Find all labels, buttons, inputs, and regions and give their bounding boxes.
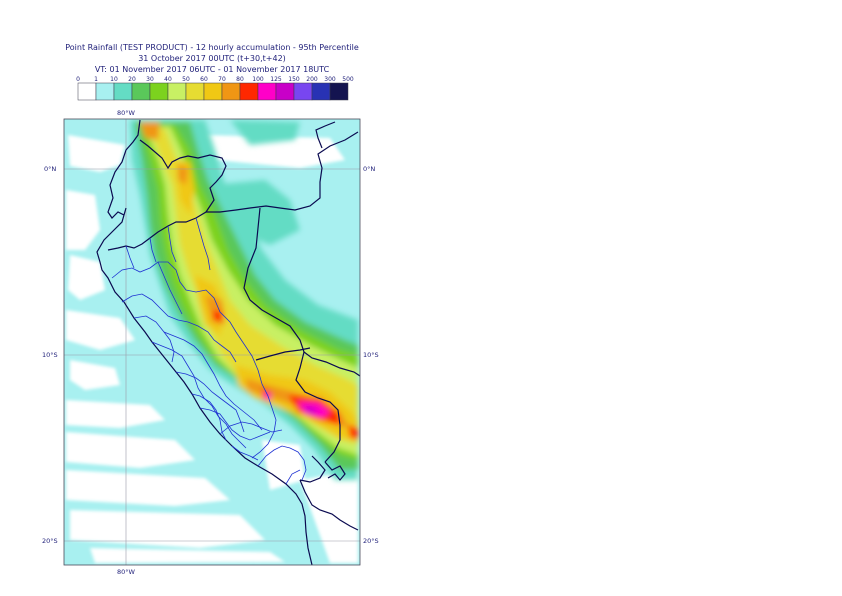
legend-tick-label: 50 xyxy=(182,76,190,83)
colour-legend: 0 1 10 20 30 40 50 60 70 80 100 125 150 200 300 500 xyxy=(76,76,354,101)
run-date: 31 October 2017 00UTC (t+30,t+42) xyxy=(138,54,286,63)
legend-tick-label: 200 xyxy=(306,76,318,83)
lat-label-0-left: 0°N xyxy=(44,165,56,173)
country-borders xyxy=(96,119,360,565)
graticule xyxy=(64,119,360,565)
legend-swatch xyxy=(329,82,349,101)
lon-label-top: 80°W xyxy=(117,109,136,117)
map-title: Point Rainfall (TEST PRODUCT) - 12 hourl… xyxy=(65,43,359,52)
legend-tick-label: 70 xyxy=(218,76,226,83)
legend-tick-label: 100 xyxy=(252,76,264,83)
dry-areas xyxy=(66,135,358,563)
legend-tick-label: 500 xyxy=(342,76,354,83)
legend-tick-label: 60 xyxy=(200,76,208,83)
validity-time: VT: 01 November 2017 06UTC - 01 November… xyxy=(94,65,330,74)
legend-tick-label: 1 xyxy=(94,76,98,83)
regional-boundaries xyxy=(111,217,307,485)
legend-tick-label: 300 xyxy=(324,76,336,83)
lat-label-10-left: 10°S xyxy=(42,351,58,359)
legend-tick-label: 30 xyxy=(146,76,154,83)
legend-tick-label: 80 xyxy=(236,76,244,83)
map-frame xyxy=(63,118,361,566)
legend-tick-label: 125 xyxy=(270,76,282,83)
lat-label-20-right: 20°S xyxy=(363,537,379,545)
legend-tick-label: 0 xyxy=(76,76,80,83)
legend-tick-label: 40 xyxy=(164,76,172,83)
lat-label-10-right: 10°S xyxy=(363,351,379,359)
lat-label-0-right: 0°N xyxy=(363,165,375,173)
lon-label-bottom: 80°W xyxy=(117,568,136,576)
legend-tick-label: 10 xyxy=(110,76,118,83)
rain-intensity-layers xyxy=(130,120,358,480)
legend-tick-label: 150 xyxy=(288,76,300,83)
lat-label-20-left: 20°S xyxy=(42,537,58,545)
legend-tick-label: 20 xyxy=(128,76,136,83)
